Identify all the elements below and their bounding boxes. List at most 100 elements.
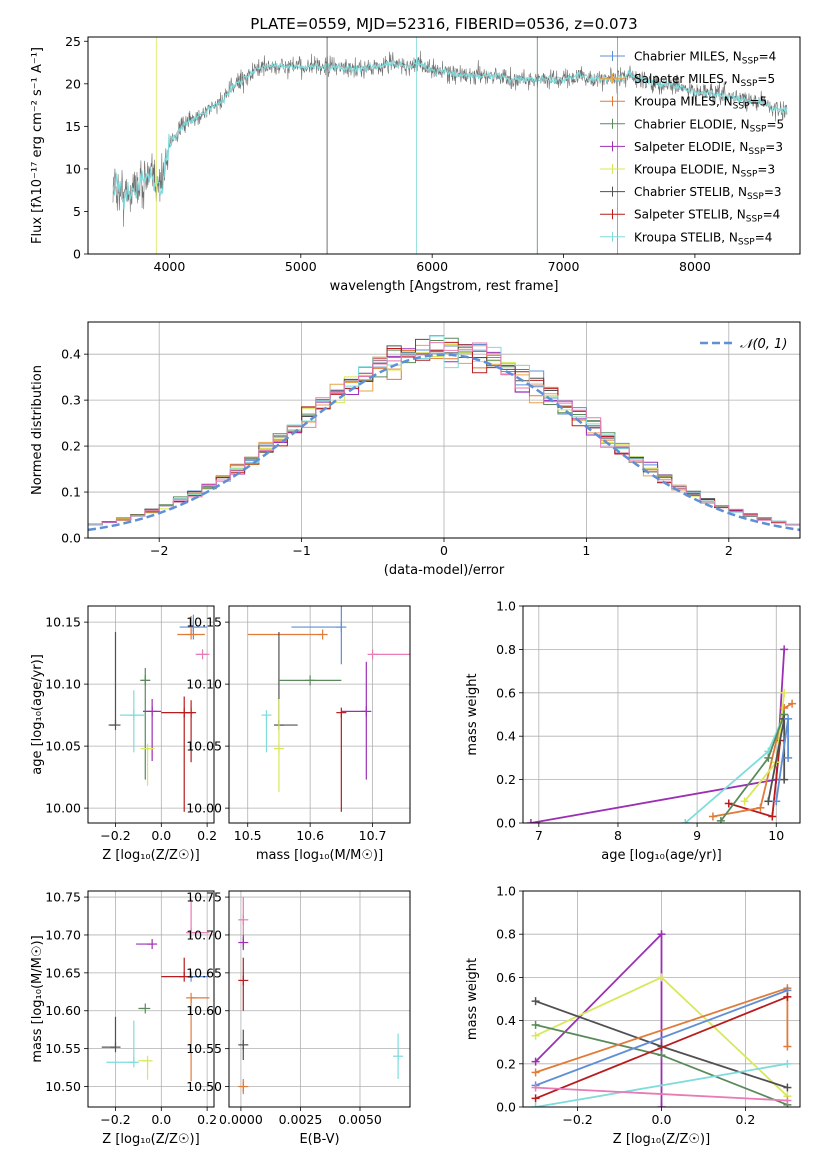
y-tick-label: 10.15 [45,615,81,630]
y-tick-label: 10.15 [186,615,222,630]
y-tick-label: 10.75 [45,890,81,905]
residuals-axes: −2 −1 0 1 2 0.0 0.1 0.2 0.3 0.4 (data-model)/error… [30,322,800,578]
y-tick-label: 10.65 [45,965,81,980]
y-tick-label: 1.0 [496,884,516,899]
axes-frame [87,321,801,539]
x-tick-label: 6000 [416,259,448,274]
x-axis-label: wavelength [Angstrom, rest frame] [330,279,559,294]
y-tick-label: 0.0 [496,1100,516,1115]
x-tick-label: 10.7 [359,828,387,843]
legend-label: Kroupa ELODIE, NSSP=3 [634,163,775,180]
x-tick-label: −0.2 [100,828,130,843]
legend-label: 𝒩(0, 1) [740,337,787,352]
y-tick-label: 0.8 [496,927,516,942]
axes-frame [228,605,411,824]
y-tick-label: 0.4 [496,729,516,744]
x-tick-label: 0.0000 [219,1112,263,1127]
x-tick-label: 10.6 [296,828,324,843]
y-axis-label: Flux [fλ10⁻¹⁷ erg cm⁻² s⁻¹ A⁻¹] [30,47,45,244]
y-tick-label: 10.05 [186,739,222,754]
x-tick-label: 0.0050 [338,1112,382,1127]
legend-label: Kroupa STELIB, NSSP=4 [634,230,772,247]
y-tick-label: 0.1 [61,485,81,500]
y-tick-label: 10.55 [186,1041,222,1056]
y-tick-label: 0.6 [496,685,516,700]
x-axis-label: E(B-V) [299,1132,339,1147]
x-tick-label: 0.0 [151,1112,171,1127]
axes-frame [87,605,215,824]
axes-frame [522,890,801,1108]
x-tick-label: −0.2 [562,1112,592,1127]
y-tick-label: 10.10 [45,677,81,692]
y-tick-label: 0.4 [496,1013,516,1028]
x-axis-label: Z [log₁₀(Z/Z☉)] [613,1132,710,1147]
y-axis-label: age [log₁₀(age/yr)] [30,654,45,775]
y-tick-label: 0.6 [496,970,516,985]
weight-line-salpeter-stelib [535,995,788,1100]
legend-label: Salpeter MILES, NSSP=5 [634,72,775,89]
y-tick-label: 10.00 [186,801,222,816]
y-tick-label: 10.70 [186,927,222,942]
y-tick-label: 0 [73,247,81,262]
spectrum-lines [112,37,788,254]
y-tick-label: 0.0 [496,816,516,831]
x-tick-label: −0.2 [100,1112,130,1127]
y-tick-label: 10.75 [186,890,222,905]
weight_vs_Z-lines [531,930,792,1107]
legend-label: Chabrier ELODIE, NSSP=5 [634,117,784,134]
legend-label: Chabrier MILES, NSSP=4 [634,50,776,67]
x-tick-label: 2 [725,543,733,558]
age_vs_Z-points [108,614,210,812]
x-tick-label: 0.0 [151,828,171,843]
x-tick-label: 0.0025 [279,1112,323,1127]
x-tick-label: 10 [768,828,784,843]
y-tick-label: 0.8 [496,642,516,657]
spectrum-model-line [112,60,788,210]
x-tick-label: 0.2 [735,1112,755,1127]
x-tick-label: 8 [614,828,622,843]
y-tick-label: 10.70 [45,927,81,942]
y-axis-label: mass weight [465,673,480,755]
legend-label: Salpeter STELIB, NSSP=4 [634,208,780,225]
x-tick-label: 7 [535,828,543,843]
y-axis-label: mass [log₁₀(M/M☉)] [30,935,45,1062]
y-tick-label: 10.10 [186,677,222,692]
x-axis-label: mass [log₁₀(M/M☉)] [256,848,383,863]
legend-label: Chabrier STELIB, NSSP=3 [634,185,782,202]
residuals-legend: 𝒩(0, 1) [700,337,787,352]
axes-frame [522,605,801,824]
x-tick-label: 9 [693,828,701,843]
spectrum-legend: Chabrier MILES, NSSP=4 Salpeter MILES, NS… [600,50,784,247]
weight-line-kroupa-stelib [535,1062,788,1107]
spectrum-axes: 4000 5000 6000 7000 8000 0 5 10 15 20 25 wavelength… [30,34,711,294]
y-tick-label: 1.0 [496,599,516,614]
y-tick-label: 0.2 [496,772,516,787]
y-tick-label: 0.2 [496,1056,516,1071]
y-tick-label: 10.05 [45,739,81,754]
y-tick-label: 10.60 [186,1003,222,1018]
legend-label: Salpeter ELODIE, NSSP=3 [634,140,783,157]
y-tick-label: 0.0 [61,531,81,546]
x-tick-label: 0.2 [197,828,217,843]
x-tick-label: 1 [582,543,590,558]
weight-line-extra_pink [535,1086,788,1102]
y-tick-label: 25 [65,34,81,49]
axes-frame [228,890,411,1108]
x-tick-label: 0.0 [652,1112,672,1127]
mass_vs_Z-axes: −0.2 0.0 0.2 10.50 10.55 10.60 10.65 10.70 10.75… [30,890,217,1147]
x-axis-label: Z [log₁₀(Z/Z☉)] [102,1132,199,1147]
x-axis-label: Z [log₁₀(Z/Z☉)] [102,848,199,863]
age_vs_Z-axes: −0.2 0.0 0.2 10.00 10.05 10.10 10.15 Z [log₁₀(Z… [30,606,217,863]
x-tick-label: 0.2 [197,1112,217,1127]
mass_vs_ebv-axes: 0.0000 0.0025 0.0050 10.50 10.55 10.60 10.65 10… [186,890,410,1147]
y-tick-label: 0.4 [61,347,81,362]
weight_vs_age-lines [526,645,797,823]
y-tick-label: 10.60 [45,1003,81,1018]
x-tick-label: 4000 [154,259,186,274]
y-tick-label: 20 [65,76,81,91]
axes-frame [87,890,215,1108]
weight-line-chabrier-miles [535,989,788,1087]
y-tick-label: 0.3 [61,393,81,408]
x-tick-label: −1 [292,543,310,558]
figure-title: PLATE=0559, MJD=52316, FIBERID=0536, z=0… [250,15,637,33]
